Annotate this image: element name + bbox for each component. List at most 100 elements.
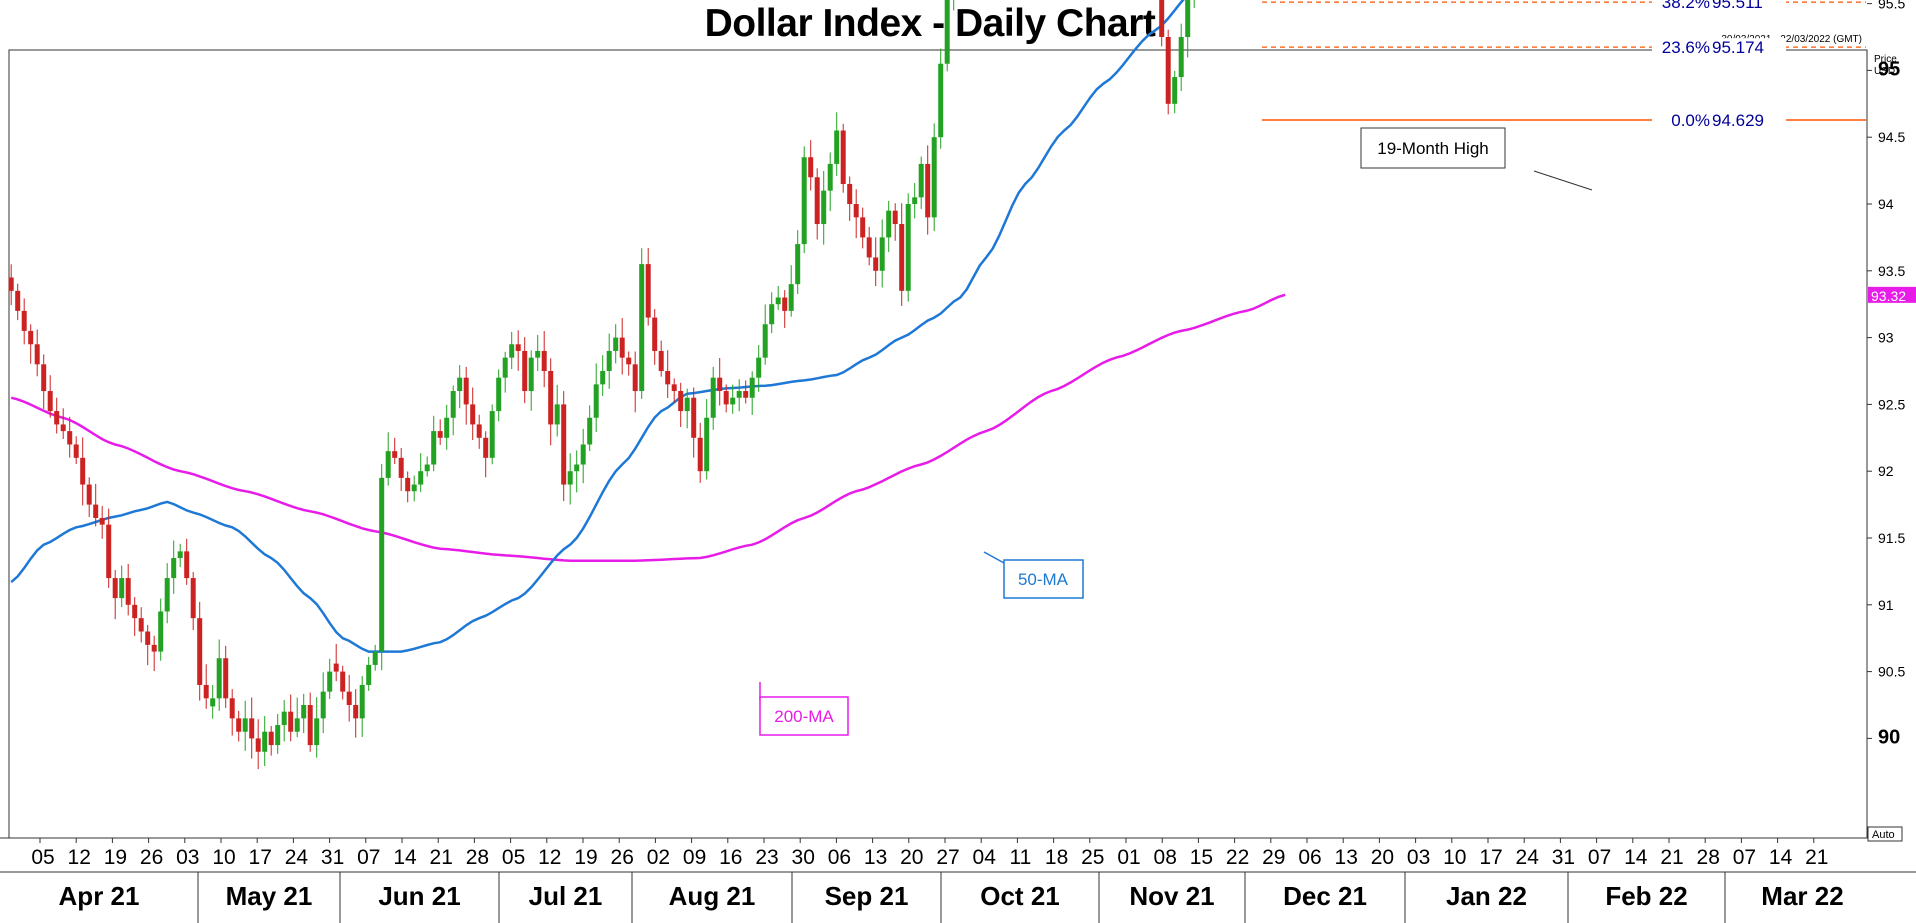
candle-body <box>782 297 788 311</box>
ma50-callout-label: 50-MA <box>1018 570 1069 589</box>
month-label: Oct 21 <box>980 881 1060 911</box>
ma50-callout-leader <box>983 551 1005 564</box>
candle-body <box>691 397 697 438</box>
candle-body <box>905 204 911 291</box>
candle-body <box>444 417 450 438</box>
candle-body <box>736 391 742 398</box>
candle-body <box>918 163 924 198</box>
candle-body <box>307 705 313 746</box>
candle-body <box>704 417 710 472</box>
candle-body <box>567 471 573 485</box>
x-tick-label: 07 <box>1588 846 1611 869</box>
x-tick-label: 19 <box>574 846 597 869</box>
x-tick-label: 17 <box>249 846 272 869</box>
month-label: May 21 <box>226 881 313 911</box>
y-tick-label: 93.5 <box>1878 263 1905 279</box>
candle-body <box>853 204 859 218</box>
candle-body <box>216 658 222 699</box>
candle-body <box>652 317 658 351</box>
plot-frame <box>8 49 1868 839</box>
candle-body <box>398 457 404 478</box>
candle-body <box>808 157 814 178</box>
candle-body <box>756 357 762 378</box>
candle-body <box>431 431 437 465</box>
candle-body <box>255 738 261 752</box>
x-tick-label: 07 <box>357 846 380 869</box>
auto-scale-label: Auto <box>1872 829 1895 841</box>
y-tick-label: 95.5 <box>1878 0 1905 12</box>
ma50-callout-box <box>1003 559 1084 599</box>
candle-body <box>359 684 365 719</box>
candle-body <box>899 224 905 291</box>
price-unit-label: USD <box>1874 66 1895 77</box>
x-tick-label: 17 <box>1479 846 1502 869</box>
candle-body <box>86 484 92 505</box>
x-tick-label: 23 <box>755 846 778 869</box>
x-tick-label: 14 <box>1624 846 1648 869</box>
x-tick-label: 12 <box>68 846 91 869</box>
x-tick-label: 06 <box>1298 846 1321 869</box>
candle-body <box>743 391 749 398</box>
candle-body <box>697 437 703 472</box>
candle-body <box>548 371 554 425</box>
x-tick-label: 07 <box>1733 846 1756 869</box>
candle-body <box>483 437 489 458</box>
candle-body <box>541 350 547 371</box>
month-label: Feb 22 <box>1605 881 1687 911</box>
candle-body <box>1178 37 1184 78</box>
candle-body <box>151 644 157 652</box>
candle-body <box>184 551 190 579</box>
x-tick-label: 18 <box>1045 846 1068 869</box>
candle-body <box>509 344 515 358</box>
month-label: Apr 21 <box>59 881 140 911</box>
candle-body <box>93 504 99 518</box>
candle-body <box>424 464 430 472</box>
fib-value-label: 94.629 <box>1712 111 1764 130</box>
fib-percent-label: 23.6% <box>1662 38 1710 57</box>
candle-body <box>645 264 651 318</box>
candle-body <box>944 0 950 64</box>
candle-body <box>717 377 723 392</box>
candle-body <box>619 337 625 358</box>
candle-body <box>821 190 827 225</box>
high-callout-label: 19-Month High <box>1377 139 1489 158</box>
candle-body <box>268 731 274 746</box>
x-tick-label: 22 <box>1226 846 1249 869</box>
candle-body <box>437 431 443 438</box>
candle-body <box>21 310 27 331</box>
candle-body <box>138 618 144 632</box>
candle-body <box>814 177 820 225</box>
candle-body <box>769 304 775 325</box>
fib-label-bg <box>1652 110 1786 129</box>
candle-body <box>164 578 170 612</box>
high-callout-box <box>1360 127 1506 169</box>
candle-body <box>28 330 34 345</box>
candle-body <box>8 277 14 291</box>
candle-body <box>132 604 138 619</box>
y-tick-label: 94 <box>1878 196 1894 212</box>
candle-body <box>405 477 411 492</box>
candle-body <box>275 725 281 746</box>
candle-body <box>15 290 21 311</box>
x-tick-label: 02 <box>647 846 670 869</box>
candle-body <box>730 397 736 405</box>
candle-body <box>54 411 60 425</box>
month-label: Jun 21 <box>378 881 460 911</box>
ma50-line <box>10 0 1185 653</box>
candle-body <box>886 210 892 238</box>
candle-body <box>535 350 541 358</box>
x-tick-label: 16 <box>719 846 742 869</box>
candle-body <box>938 63 944 138</box>
candle-body <box>177 551 183 559</box>
x-tick-label: 20 <box>900 846 923 869</box>
fib-percent-label: 0.0% <box>1671 111 1710 130</box>
x-tick-label: 13 <box>864 846 887 869</box>
candle-body <box>639 264 645 392</box>
price-tag <box>1868 286 1916 303</box>
x-tick-label: 21 <box>1805 846 1828 869</box>
candle-body <box>457 377 463 392</box>
candle-body <box>554 404 560 425</box>
candle-body <box>866 237 872 258</box>
x-tick-label: 13 <box>1335 846 1358 869</box>
candle-body <box>587 417 593 445</box>
